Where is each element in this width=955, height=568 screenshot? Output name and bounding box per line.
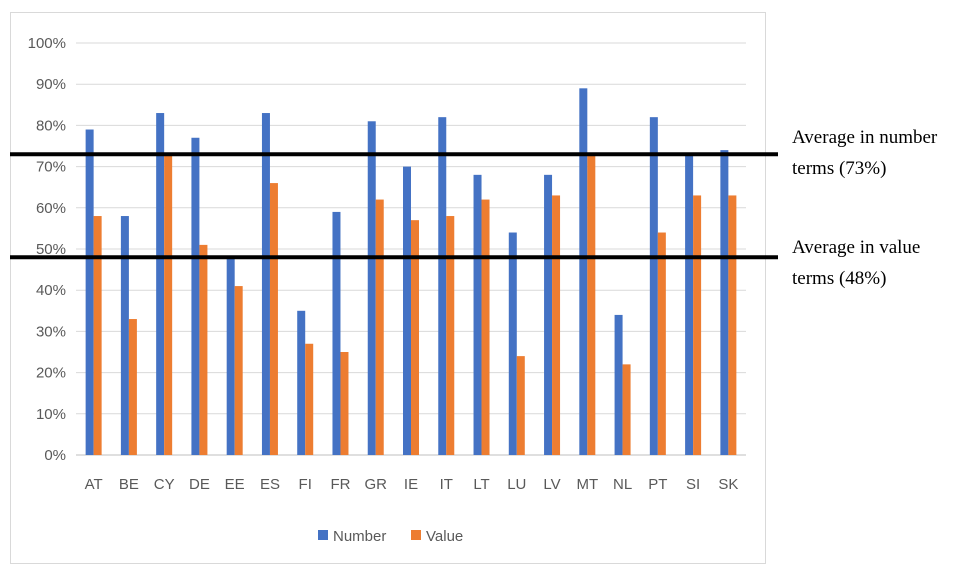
y-tick-label: 100% bbox=[28, 35, 66, 52]
bar-value-gr bbox=[375, 199, 384, 455]
bar-value-lv bbox=[552, 195, 561, 455]
legend-swatch-number bbox=[318, 530, 328, 540]
bar-value-de bbox=[199, 244, 208, 455]
bar-number-de bbox=[191, 137, 200, 455]
x-category-label: GR bbox=[364, 476, 387, 493]
bar-number-lv bbox=[544, 174, 553, 455]
gridlines bbox=[76, 42, 746, 456]
bar-value-es bbox=[269, 183, 278, 455]
y-tick-label: 50% bbox=[36, 241, 66, 258]
bar-number-fr bbox=[332, 211, 341, 455]
bar-value-fi bbox=[305, 343, 314, 455]
x-category-label: MT bbox=[576, 476, 598, 493]
reference-label-number-line2: terms (73%) bbox=[792, 158, 886, 179]
bar-value-ee bbox=[234, 286, 243, 455]
bar-value-cy bbox=[164, 154, 173, 456]
bar-number-lu bbox=[508, 232, 517, 455]
bar-value-mt bbox=[587, 154, 596, 456]
y-tick-label: 80% bbox=[36, 117, 66, 134]
y-tick-label: 60% bbox=[36, 200, 66, 217]
x-category-label: SI bbox=[686, 476, 700, 493]
bar-value-ie bbox=[411, 220, 419, 455]
bar-number-fi bbox=[297, 310, 306, 455]
x-category-label: ES bbox=[260, 476, 280, 493]
bar-number-pt bbox=[649, 117, 658, 455]
bar-value-be bbox=[128, 319, 137, 455]
y-axis-ticks: 0% 10% 20% 30% 40% 50% 60% 70% 80% 90% 100% bbox=[28, 35, 66, 464]
x-category-label: DE bbox=[189, 476, 210, 493]
x-category-label: LU bbox=[507, 476, 526, 493]
bar-number-sk bbox=[720, 150, 729, 455]
x-category-label: SK bbox=[718, 476, 738, 493]
bar-number-be bbox=[120, 216, 129, 455]
bar-number-at bbox=[85, 129, 94, 455]
y-tick-label: 10% bbox=[36, 406, 66, 423]
x-axis-categories: AT BE CY DE EE ES FI FR GR IE IT LT LU LV MT NL PT SI SK bbox=[85, 476, 739, 493]
x-category-label: FR bbox=[330, 476, 350, 493]
bar-number-gr bbox=[367, 121, 376, 455]
bar-value-lu bbox=[516, 356, 525, 455]
bar-number-nl bbox=[614, 314, 623, 455]
bar-value-fr bbox=[340, 352, 349, 455]
legend-swatch-value bbox=[411, 530, 421, 540]
reference-lines: Average in number terms (73%) Average in… bbox=[10, 127, 938, 289]
bar-value-at bbox=[93, 216, 102, 455]
x-category-label: PT bbox=[648, 476, 667, 493]
legend-label-value: Value bbox=[426, 528, 463, 545]
y-tick-label: 0% bbox=[44, 447, 66, 464]
chart-frame bbox=[10, 12, 766, 564]
reference-label-number-line1: Average in number bbox=[792, 127, 938, 148]
bar-number-si bbox=[685, 154, 694, 456]
reference-label-value-line1: Average in value bbox=[792, 237, 920, 258]
bar-number-ee bbox=[226, 257, 235, 455]
y-tick-label: 40% bbox=[36, 282, 66, 299]
x-category-label: IT bbox=[440, 476, 453, 493]
legend-label-number: Number bbox=[333, 528, 386, 545]
bar-number-cy bbox=[156, 113, 165, 455]
y-tick-label: 70% bbox=[36, 159, 66, 176]
x-category-label: CY bbox=[154, 476, 175, 493]
bars bbox=[85, 88, 737, 456]
x-category-label: FI bbox=[299, 476, 312, 493]
x-category-label: NL bbox=[613, 476, 632, 493]
bar-value-nl bbox=[622, 364, 631, 455]
y-tick-label: 20% bbox=[36, 365, 66, 382]
bar-value-si bbox=[693, 195, 702, 455]
x-category-label: LT bbox=[473, 476, 489, 493]
x-category-label: LV bbox=[543, 476, 560, 493]
bar-value-pt bbox=[657, 232, 666, 455]
bar-number-mt bbox=[579, 88, 588, 455]
x-category-label: BE bbox=[119, 476, 139, 493]
legend: Number Value bbox=[318, 528, 463, 545]
reference-label-value-line2: terms (48%) bbox=[792, 268, 886, 289]
bar-number-es bbox=[261, 113, 270, 455]
y-tick-label: 90% bbox=[36, 76, 66, 93]
bar-number-ie bbox=[403, 166, 411, 455]
x-category-label: EE bbox=[225, 476, 245, 493]
x-category-label: AT bbox=[85, 476, 103, 493]
bar-value-it bbox=[446, 216, 455, 455]
bar-number-lt bbox=[473, 174, 482, 455]
bar-value-sk bbox=[728, 195, 737, 455]
bar-value-lt bbox=[481, 199, 490, 455]
x-category-label: IE bbox=[404, 476, 418, 493]
y-tick-label: 30% bbox=[36, 323, 66, 340]
bar-number-it bbox=[438, 117, 447, 455]
